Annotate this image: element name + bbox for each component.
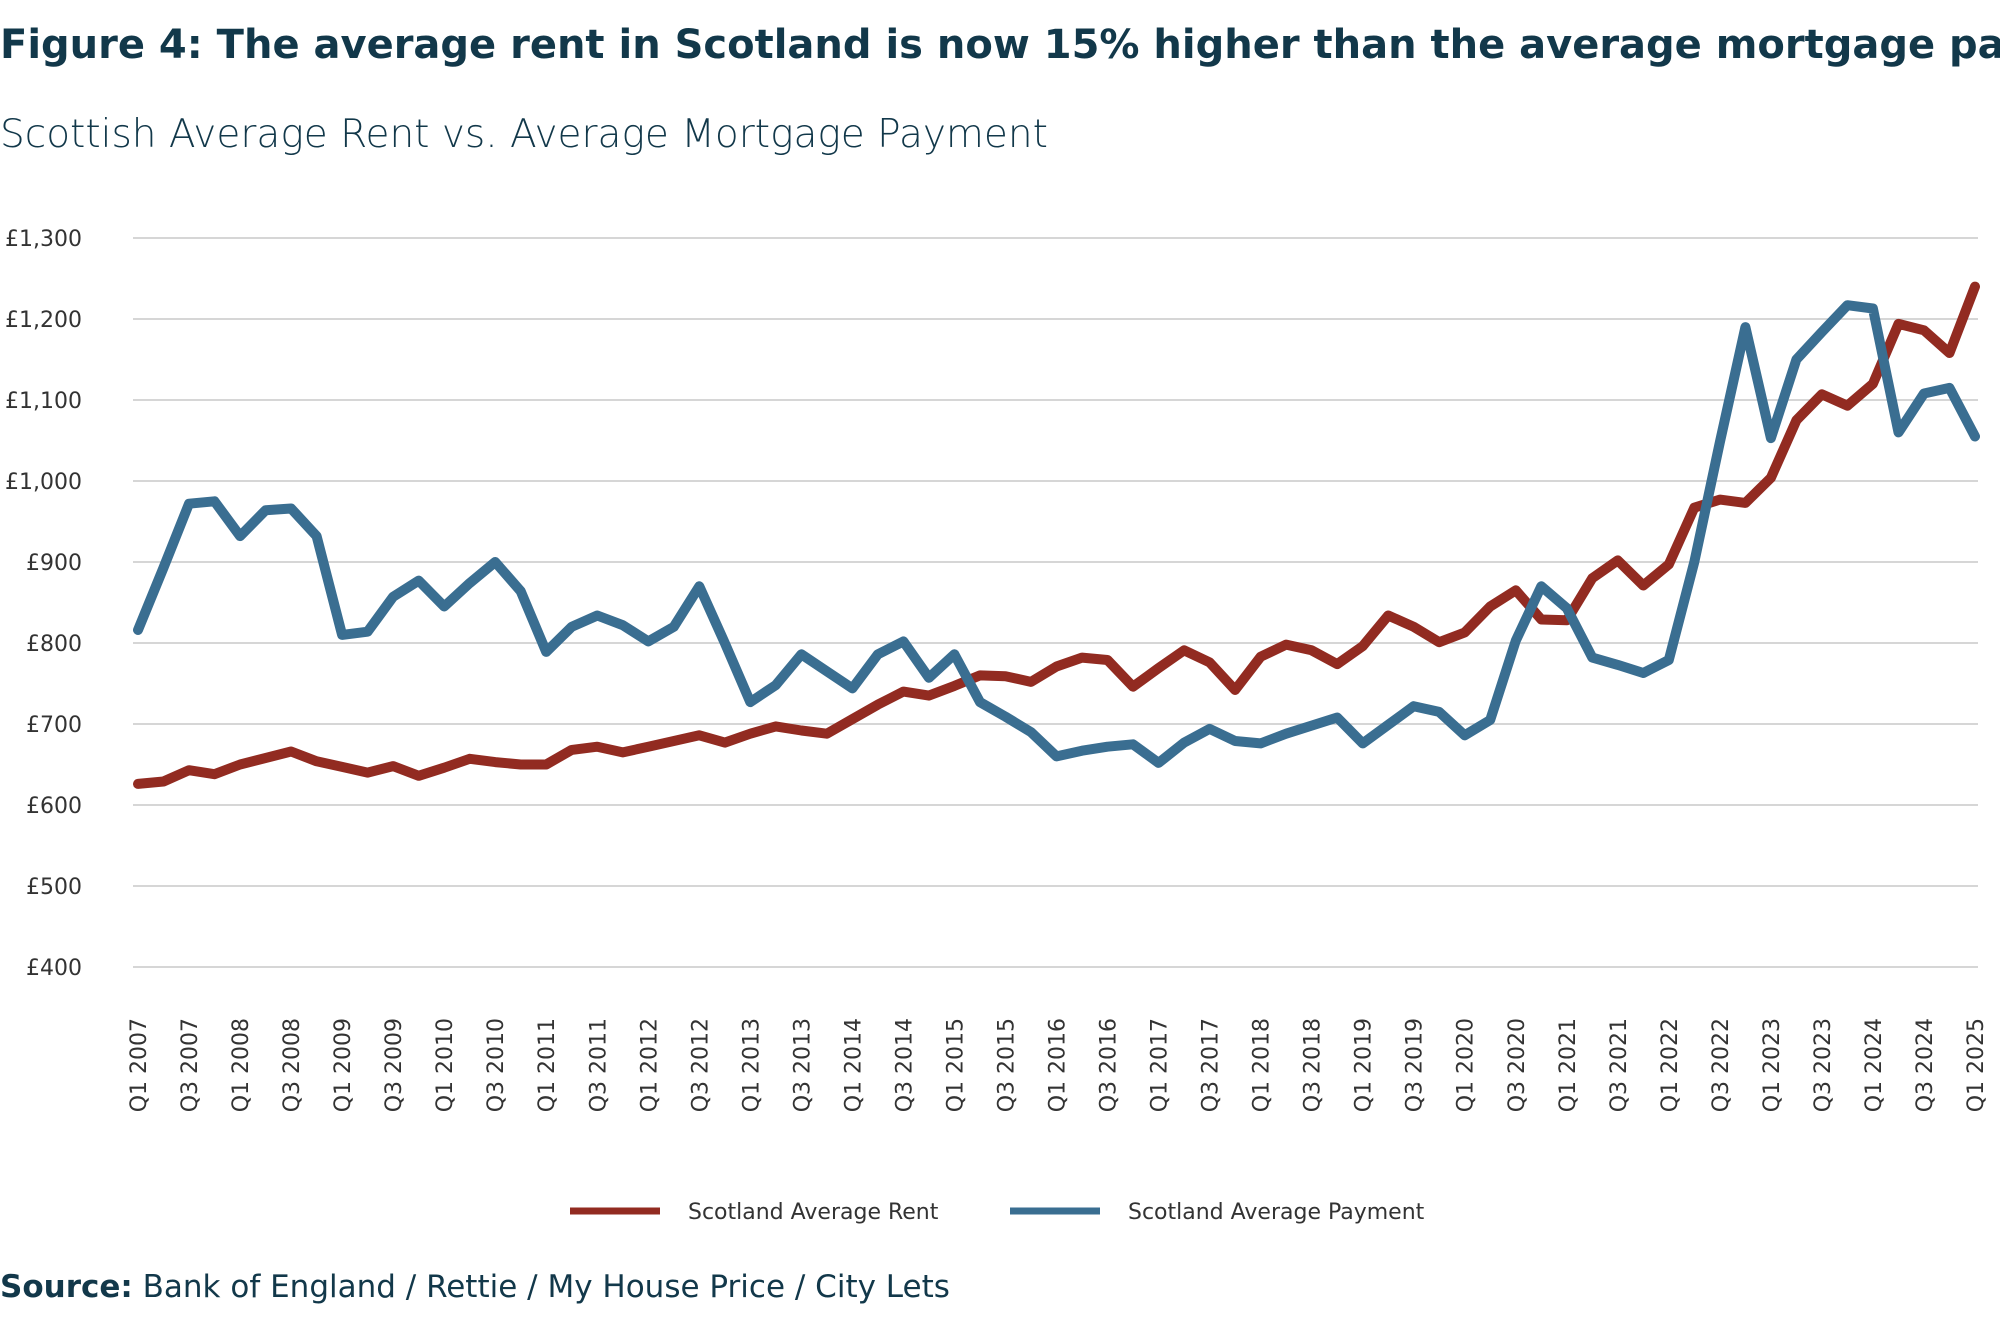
x-tick-label: Q3 2012 <box>688 1018 713 1112</box>
x-tick-label: Q3 2008 <box>280 1018 305 1112</box>
chart-title: Figure 4: The average rent in Scotland i… <box>0 22 2000 68</box>
x-tick-label: Q1 2015 <box>943 1018 968 1112</box>
y-tick-label: £600 <box>26 794 82 819</box>
x-tick-label: Q3 2019 <box>1403 1018 1428 1112</box>
x-tick-label: Q1 2011 <box>535 1018 560 1112</box>
x-tick-label: Q1 2012 <box>637 1018 662 1112</box>
x-tick-label: Q3 2023 <box>1811 1018 1836 1112</box>
x-tick-label: Q3 2009 <box>382 1018 407 1112</box>
y-tick-label: £700 <box>26 713 82 738</box>
x-tick-label: Q1 2020 <box>1454 1018 1479 1112</box>
y-tick-label: £900 <box>26 551 82 576</box>
x-tick-label: Q3 2010 <box>484 1018 509 1112</box>
y-tick-label: £1,100 <box>5 389 82 414</box>
y-tick-label: £1,200 <box>5 308 82 333</box>
x-tick-label: Q1 2009 <box>331 1018 356 1112</box>
series-line <box>133 281 1980 789</box>
x-tick-label: Q1 2013 <box>739 1018 764 1112</box>
x-tick-label: Q1 2024 <box>1862 1018 1887 1112</box>
x-tick-label: Q3 2018 <box>1301 1018 1326 1112</box>
x-tick-label: Q1 2023 <box>1760 1018 1785 1112</box>
x-tick-label: Q3 2013 <box>790 1018 815 1112</box>
y-tick-label: £400 <box>26 956 82 981</box>
series-line <box>133 300 1980 768</box>
y-tick-label: £800 <box>26 632 82 657</box>
x-tick-label: Q3 2014 <box>892 1018 917 1112</box>
x-tick-label: Q1 2014 <box>841 1018 866 1112</box>
legend-label: Scotland Average Payment <box>1128 1200 1425 1225</box>
x-tick-label: Q3 2020 <box>1505 1018 1530 1112</box>
x-tick-label: Q3 2015 <box>994 1018 1019 1112</box>
chart-subtitle: Scottish Average Rent vs. Average Mortga… <box>0 112 1048 157</box>
x-tick-label: Q3 2022 <box>1709 1018 1734 1112</box>
x-tick-label: Q1 2016 <box>1046 1018 1071 1112</box>
source: Source: Bank of England / Rettie / My Ho… <box>0 1269 950 1305</box>
x-tick-label: Q3 2016 <box>1097 1018 1122 1112</box>
x-tick-label: Q1 2019 <box>1352 1018 1377 1112</box>
legend-label: Scotland Average Rent <box>688 1200 939 1225</box>
x-tick-label: Q1 2007 <box>127 1018 152 1112</box>
x-tick-label: Q1 2022 <box>1658 1018 1683 1112</box>
x-tick-label: Q3 2011 <box>586 1018 611 1112</box>
y-tick-label: £1,000 <box>5 470 82 495</box>
y-tick-label: £1,300 <box>5 227 82 252</box>
y-tick-label: £500 <box>26 875 82 900</box>
x-tick-label: Q3 2024 <box>1913 1018 1938 1112</box>
x-tick-label: Q1 2008 <box>229 1018 254 1112</box>
source-text: Bank of England / Rettie / My House Pric… <box>143 1269 950 1305</box>
x-tick-label: Q3 2017 <box>1199 1018 1224 1112</box>
x-tick-label: Q1 2021 <box>1556 1018 1581 1112</box>
x-tick-label: Q3 2021 <box>1607 1018 1632 1112</box>
x-tick-label: Q1 2018 <box>1250 1018 1275 1112</box>
x-tick-label: Q3 2007 <box>178 1018 203 1112</box>
x-tick-label: Q1 2010 <box>433 1018 458 1112</box>
source-label: Source: <box>0 1269 133 1305</box>
x-tick-label: Q1 2025 <box>1964 1018 1989 1112</box>
x-tick-label: Q1 2017 <box>1148 1018 1173 1112</box>
